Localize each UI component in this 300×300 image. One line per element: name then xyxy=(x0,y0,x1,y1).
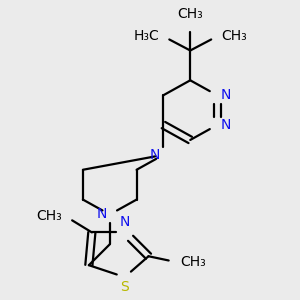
Text: N: N xyxy=(221,118,231,132)
Text: CH₃: CH₃ xyxy=(180,255,206,269)
Text: CH₃: CH₃ xyxy=(36,209,62,223)
Text: N: N xyxy=(221,88,231,102)
Text: S: S xyxy=(120,280,129,294)
Text: N: N xyxy=(96,208,107,221)
Text: CH₃: CH₃ xyxy=(177,7,203,21)
Text: N: N xyxy=(150,148,160,162)
Text: N: N xyxy=(119,215,130,230)
Text: CH₃: CH₃ xyxy=(222,28,247,43)
Text: H₃C: H₃C xyxy=(133,28,159,43)
